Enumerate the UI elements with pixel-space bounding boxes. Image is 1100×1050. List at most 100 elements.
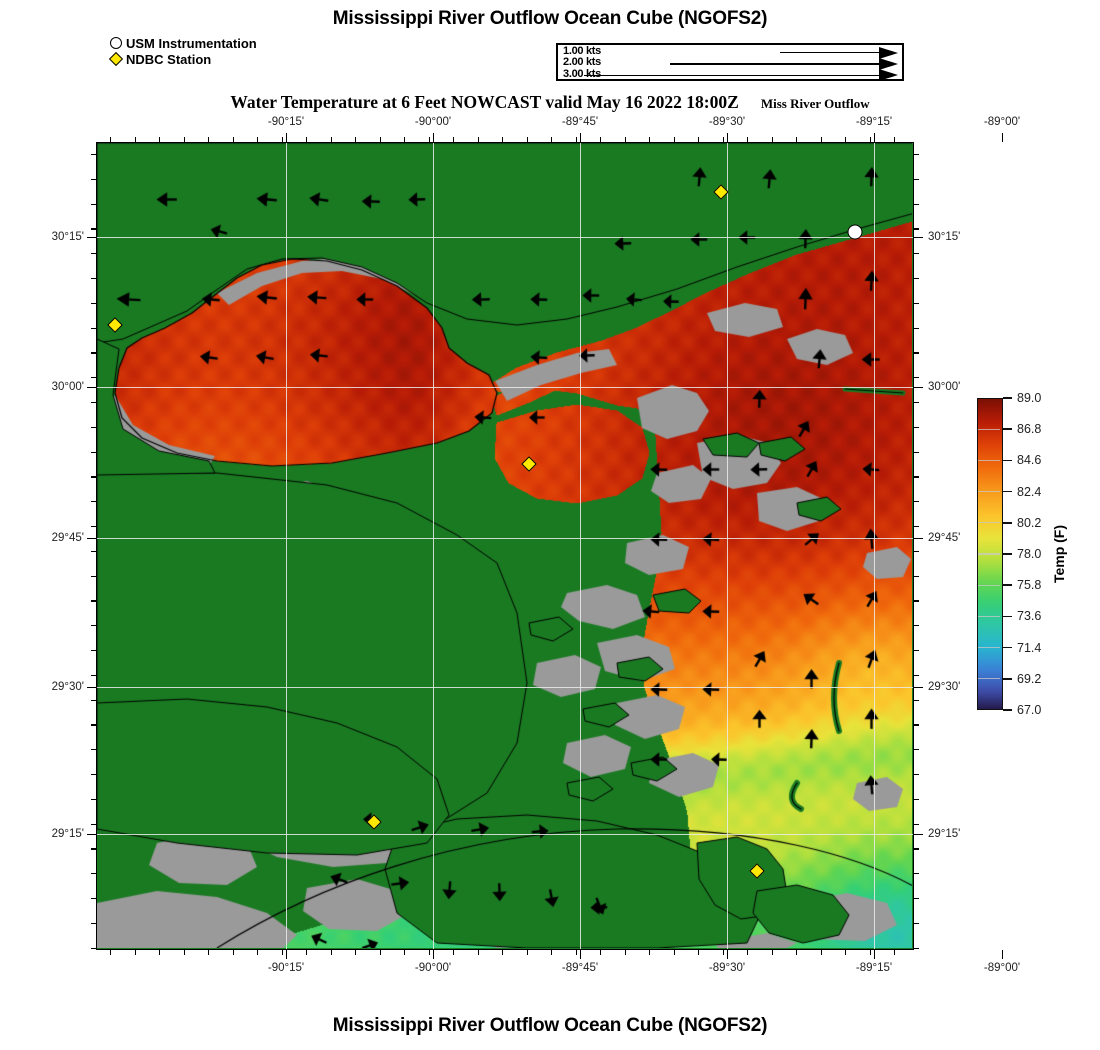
colorbar-tick-label: 86.8 — [1017, 422, 1042, 437]
lat-minor-tick — [914, 749, 919, 751]
lon-minor-tick — [771, 950, 773, 955]
lat-minor-tick — [914, 550, 919, 552]
lat-minor-tick — [914, 228, 919, 230]
lat-minor-tick — [914, 352, 919, 354]
lat-minor-tick — [914, 575, 919, 577]
lon-minor-tick — [502, 950, 504, 955]
lon-major-tick — [286, 950, 288, 959]
colorbar-tick-label: 78.0 — [1017, 547, 1042, 561]
lon-minor-tick — [845, 950, 847, 955]
lat-minor-tick — [914, 377, 919, 379]
lat-minor-tick — [914, 253, 919, 255]
lat-tick-label: 30°00' — [51, 381, 84, 393]
lon-tick-label: -89°00' — [983, 962, 1021, 974]
usm-instrumentation-marker[interactable] — [847, 224, 862, 239]
lon-minor-tick — [673, 950, 675, 955]
lat-major-tick — [87, 834, 96, 836]
velocity-scale-line — [670, 63, 880, 65]
lat-minor-tick — [914, 501, 919, 503]
lon-minor-tick — [649, 950, 651, 955]
lat-minor-tick — [914, 426, 919, 428]
lat-minor-tick — [914, 154, 919, 156]
legend-label-usm: USM Instrumentation — [126, 36, 257, 51]
legend-item-ndbc: NDBC Station — [108, 51, 257, 68]
map-plot-area[interactable] — [96, 142, 914, 950]
lat-minor-tick — [914, 451, 919, 453]
lat-minor-tick — [914, 898, 919, 900]
lat-tick-label: 30°15' — [928, 231, 961, 243]
lat-minor-tick — [914, 724, 919, 726]
lat-major-tick — [87, 687, 96, 689]
colorbar-tick — [1003, 709, 1012, 711]
colorbar-tick-label: 80.2 — [1017, 515, 1042, 530]
colorbar-tick-label: 71.4 — [1017, 640, 1042, 655]
lat-minor-tick — [914, 402, 919, 404]
page-title-bottom: Mississippi River Outflow Ocean Cube (NG… — [332, 1015, 768, 1036]
colorbar-tick-label: 73.6 — [1017, 609, 1042, 624]
lon-tick-label: -90°15' — [267, 116, 305, 128]
lat-minor-tick — [914, 327, 919, 329]
lat-major-tick — [914, 538, 923, 540]
legend-label-ndbc: NDBC Station — [126, 52, 212, 67]
temperature-field-canvas — [97, 143, 912, 948]
lat-minor-tick — [914, 798, 919, 800]
lon-minor-tick — [477, 950, 479, 955]
colorbar-inner-tick — [978, 428, 1000, 430]
lon-minor-tick — [820, 950, 822, 955]
lat-tick-label: 29°15' — [51, 828, 84, 840]
lon-major-tick — [580, 950, 582, 959]
lon-minor-tick — [526, 950, 528, 955]
velocity-scale-arrowhead-icon — [879, 46, 898, 59]
lon-major-tick — [874, 950, 876, 959]
lon-minor-tick — [379, 950, 381, 955]
lon-minor-tick — [183, 950, 185, 955]
colorbar-inner-tick — [978, 646, 1000, 649]
colorbar-inner-tick — [978, 678, 1000, 680]
lat-tick-label: 30°15' — [51, 231, 84, 243]
colorbar-tick — [1003, 678, 1012, 680]
lon-tick-label: -90°15' — [267, 962, 305, 974]
lon-minor-tick — [600, 950, 602, 955]
lon-minor-tick — [330, 950, 332, 955]
lat-minor-tick — [914, 476, 919, 478]
lat-tick-label: 29°15' — [928, 828, 961, 840]
lon-minor-tick — [722, 950, 724, 955]
velocity-scale-arrowhead-icon — [879, 69, 898, 82]
lon-minor-tick — [796, 950, 798, 955]
lon-minor-tick — [404, 950, 406, 955]
lon-minor-tick — [355, 950, 357, 955]
colorbar-tick-label: 75.8 — [1017, 578, 1042, 593]
colorbar-tick-label: 69.2 — [1017, 671, 1042, 686]
lon-major-tick — [433, 950, 435, 959]
lat-major-tick — [914, 834, 923, 836]
lon-tick-label: -89°45' — [561, 116, 599, 128]
velocity-scale-row: 2.00 kts — [558, 57, 902, 70]
velocity-scale-arrowhead-icon — [879, 57, 898, 70]
lon-tick-label: -89°30' — [708, 962, 746, 974]
lon-major-tick — [433, 133, 435, 142]
marker-legend: USM Instrumentation NDBC Station — [108, 36, 257, 68]
lat-major-tick — [914, 687, 923, 689]
lon-minor-tick — [110, 950, 112, 955]
colorbar-inner-tick — [978, 459, 1000, 462]
colorbar-tick-label: 67.0 — [1017, 703, 1042, 717]
colorbar-tick-label: 84.6 — [1017, 453, 1042, 468]
lat-minor-tick — [914, 873, 919, 875]
lon-minor-tick — [869, 950, 871, 955]
lon-tick-label: -90°00' — [414, 116, 452, 128]
lat-major-tick — [87, 387, 96, 389]
colorbar-tick — [1003, 553, 1012, 555]
lon-minor-tick — [428, 950, 430, 955]
lon-minor-tick — [453, 950, 455, 955]
colorbar-tick-label: 82.4 — [1017, 484, 1042, 499]
lat-minor-tick — [914, 625, 919, 627]
lon-minor-tick — [551, 950, 553, 955]
lat-minor-tick — [914, 823, 919, 825]
lat-tick-label: 29°30' — [51, 681, 84, 693]
lon-minor-tick — [306, 950, 308, 955]
diamond-marker-icon — [108, 51, 126, 68]
velocity-scale-label: 1.00 kts — [563, 45, 601, 57]
velocity-scale-label: 3.00 kts — [563, 67, 601, 80]
lat-major-tick — [87, 237, 96, 239]
lat-minor-tick — [914, 947, 919, 949]
